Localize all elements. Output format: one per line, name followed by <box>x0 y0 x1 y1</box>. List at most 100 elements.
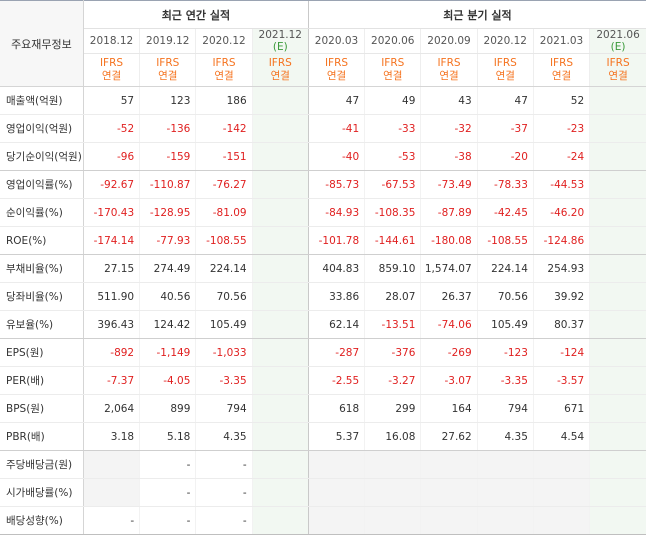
table-row: 주당배당금(원) - - <box>0 450 646 479</box>
period-header: 2020.06 <box>364 28 421 54</box>
value-cell: -42.45 <box>476 198 534 227</box>
value-cell: -376 <box>364 338 421 367</box>
value-cell: -108.55 <box>195 226 253 255</box>
value-cell: -123 <box>476 338 534 367</box>
value-cell: 4.54 <box>532 422 590 451</box>
table-row: 매출액(억원) 57 123 186 47 49 43 47 52 <box>0 86 646 115</box>
value-cell: -40 <box>307 142 365 171</box>
value-cell: - <box>195 478 253 507</box>
value-cell: -170.43 <box>82 198 140 227</box>
value-cell: 4.35 <box>195 422 253 451</box>
quarterly-results-header: 최근 분기 실적 <box>307 0 646 29</box>
accounting-basis: IFRS 연결 <box>195 53 253 87</box>
value-cell: -53 <box>364 142 421 171</box>
value-cell: -3.35 <box>476 366 534 395</box>
value-cell: -108.35 <box>364 198 421 227</box>
value-cell: 1,574.07 <box>420 254 478 283</box>
value-cell: 27.15 <box>82 254 140 283</box>
metric-label: ROE(%) <box>0 226 84 255</box>
value-cell <box>589 254 646 283</box>
consolidated-label: 연결 <box>383 70 403 82</box>
value-cell: -85.73 <box>307 170 365 199</box>
value-cell: 57 <box>82 86 140 115</box>
period-label: 2020.12 <box>202 35 246 47</box>
value-cell: 899 <box>139 394 196 423</box>
value-cell <box>476 450 534 479</box>
value-cell: -41 <box>307 114 365 143</box>
value-cell: -76.27 <box>195 170 253 199</box>
value-cell: -124.86 <box>532 226 590 255</box>
value-cell: -84.93 <box>307 198 365 227</box>
value-cell <box>307 478 365 507</box>
value-cell <box>251 226 309 255</box>
value-cell: 43 <box>420 86 478 115</box>
value-cell <box>589 86 646 115</box>
metric-label: 부채비율(%) <box>0 254 84 283</box>
period-label: 2021.12 <box>258 29 302 41</box>
value-cell <box>82 450 140 479</box>
value-cell: -2.55 <box>307 366 365 395</box>
period-header: 2020.03 <box>307 28 365 54</box>
value-cell: -73.49 <box>420 170 478 199</box>
consolidated-label: 연결 <box>551 70 572 82</box>
value-cell <box>307 506 365 535</box>
period-label: 2021.03 <box>539 35 584 47</box>
value-cell: 3.18 <box>82 422 140 451</box>
value-cell: -3.35 <box>195 366 253 395</box>
metric-label: 시가배당률(%) <box>0 478 84 507</box>
value-cell <box>251 170 309 199</box>
ifrs-label: IFRS <box>381 57 405 69</box>
value-cell: -52 <box>82 114 140 143</box>
value-cell: -13.51 <box>364 310 421 339</box>
consolidated-label: 연결 <box>326 70 347 82</box>
value-cell <box>251 198 309 227</box>
period-label: 2020.06 <box>371 35 415 47</box>
value-cell: -128.95 <box>139 198 196 227</box>
period-label: 2018.12 <box>89 35 134 47</box>
ifrs-label: IFRS <box>437 57 461 69</box>
value-cell: 124.42 <box>139 310 196 339</box>
accounting-basis: IFRS 연결 <box>532 53 590 87</box>
accounting-basis: IFRS 연결 <box>251 53 309 87</box>
value-cell <box>589 142 646 171</box>
value-cell <box>251 394 309 423</box>
value-cell: 62.14 <box>307 310 365 339</box>
value-cell <box>82 478 140 507</box>
ifrs-label: IFRS <box>549 57 574 69</box>
value-cell <box>589 310 646 339</box>
value-cell: -7.37 <box>82 366 140 395</box>
value-cell: 26.37 <box>420 282 478 311</box>
value-cell: 4.35 <box>476 422 534 451</box>
table-row: ROE(%) -174.14 -77.93 -108.55 -101.78 -144.61… <box>0 226 646 255</box>
value-cell: -81.09 <box>195 198 253 227</box>
value-cell: 49 <box>364 86 421 115</box>
accounting-basis: IFRS 연결 <box>139 53 196 87</box>
period-label: 2019.12 <box>146 35 190 47</box>
value-cell: 794 <box>195 394 253 423</box>
accounting-basis: IFRS 연결 <box>82 53 140 87</box>
value-cell: - <box>139 450 196 479</box>
value-cell: -142 <box>195 114 253 143</box>
value-cell: -136 <box>139 114 196 143</box>
value-cell: -1,149 <box>139 338 196 367</box>
table-row: 순이익률(%) -170.43 -128.95 -81.09 -84.93 -108.35… <box>0 198 646 227</box>
accounting-basis: IFRS 연결 <box>420 53 478 87</box>
value-cell <box>251 282 309 311</box>
value-cell: 5.18 <box>139 422 196 451</box>
value-cell <box>251 478 309 507</box>
value-cell <box>364 506 421 535</box>
value-cell <box>589 198 646 227</box>
consolidated-label: 연결 <box>608 70 628 82</box>
accounting-basis: IFRS 연결 <box>364 53 421 87</box>
metric-label: 매출액(억원) <box>0 86 84 115</box>
value-cell: 164 <box>420 394 478 423</box>
ifrs-label: IFRS <box>99 57 124 69</box>
value-cell: -892 <box>82 338 140 367</box>
accounting-basis: IFRS 연결 <box>589 53 646 87</box>
table-row: BPS(원) 2,064 899 794 618 299 164 794 671 <box>0 394 646 423</box>
period-label: 2020.09 <box>427 35 471 47</box>
value-cell: 39.92 <box>532 282 590 311</box>
value-cell <box>307 450 365 479</box>
value-cell: 40.56 <box>139 282 196 311</box>
